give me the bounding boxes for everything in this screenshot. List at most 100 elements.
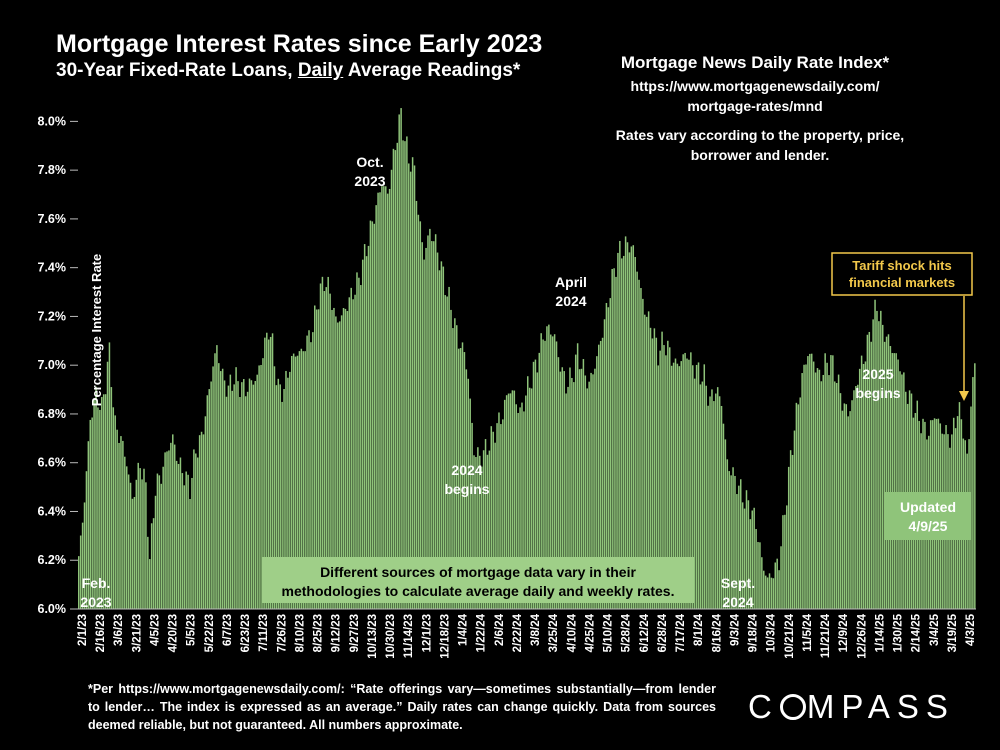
bar bbox=[133, 496, 136, 609]
bar bbox=[112, 407, 115, 609]
bar bbox=[550, 334, 552, 609]
bar bbox=[87, 441, 90, 609]
bar bbox=[872, 319, 874, 609]
bar bbox=[801, 373, 803, 609]
bar bbox=[596, 356, 598, 609]
bar bbox=[624, 236, 627, 609]
bar bbox=[206, 395, 209, 609]
bar bbox=[166, 451, 168, 609]
x-tick-label: 2/16/23 bbox=[95, 614, 107, 652]
x-tick-label: 1/14/25 bbox=[874, 613, 886, 652]
annotation-oct2023-line2: 2023 bbox=[354, 173, 385, 189]
bar bbox=[903, 372, 905, 609]
y-tick-label: 7.6% bbox=[38, 212, 67, 226]
bar bbox=[279, 384, 281, 609]
bar bbox=[152, 518, 155, 609]
bar bbox=[181, 473, 184, 609]
bar bbox=[218, 363, 220, 609]
bar bbox=[344, 308, 347, 609]
logo-letters-rest: MPASS bbox=[806, 688, 955, 725]
bar bbox=[728, 471, 730, 609]
bar bbox=[851, 400, 853, 609]
bar bbox=[730, 475, 732, 609]
bar bbox=[417, 214, 420, 609]
bar bbox=[363, 244, 366, 609]
bar bbox=[454, 318, 456, 609]
x-tick-label: 3/8/24 bbox=[530, 613, 542, 646]
annotation-updated-line1: Updated bbox=[900, 499, 956, 515]
y-tick-label: 7.2% bbox=[38, 309, 67, 323]
bar bbox=[532, 361, 535, 609]
y-tick-label: 7.0% bbox=[38, 358, 67, 372]
bar bbox=[162, 466, 164, 609]
bar bbox=[799, 397, 801, 609]
bar bbox=[390, 169, 393, 609]
bar bbox=[97, 407, 99, 609]
bar bbox=[229, 374, 232, 609]
bar bbox=[223, 380, 226, 609]
bar bbox=[797, 404, 800, 609]
x-tick-label: 7/11/23 bbox=[258, 614, 270, 652]
bar bbox=[878, 321, 880, 609]
x-tick-label: 6/23/23 bbox=[240, 614, 252, 652]
updated-box bbox=[885, 492, 971, 540]
bar bbox=[676, 363, 679, 609]
bar bbox=[154, 495, 157, 609]
bar bbox=[711, 389, 713, 609]
bar bbox=[503, 399, 506, 609]
bar bbox=[724, 439, 727, 609]
bar bbox=[732, 467, 734, 609]
x-tick-label: 3/25/24 bbox=[548, 613, 560, 652]
bar bbox=[567, 386, 569, 609]
annotation-oct2023: Oct. 2023 bbox=[354, 154, 385, 189]
bar bbox=[469, 398, 471, 609]
tariff-callout: Tariff shock hits financial markets bbox=[831, 252, 973, 401]
x-tick-label: 12/18/23 bbox=[439, 614, 451, 659]
bar bbox=[256, 374, 258, 609]
bar bbox=[500, 424, 502, 609]
x-tick-label: 9/27/23 bbox=[349, 614, 361, 652]
bar bbox=[179, 457, 182, 609]
bar bbox=[461, 342, 464, 609]
bar bbox=[373, 223, 375, 610]
bar bbox=[628, 252, 631, 609]
bar bbox=[450, 309, 452, 609]
bar bbox=[457, 348, 460, 609]
y-tick-label: 6.0% bbox=[38, 602, 67, 616]
bar bbox=[175, 460, 178, 609]
bar bbox=[885, 336, 888, 609]
bar bbox=[866, 334, 869, 609]
bar bbox=[630, 246, 633, 610]
bar bbox=[559, 371, 562, 609]
bar bbox=[659, 350, 661, 609]
bar bbox=[298, 351, 301, 609]
annotation-sep2024-line1: Sept. bbox=[721, 575, 755, 591]
bar bbox=[486, 454, 489, 609]
bar bbox=[601, 337, 604, 609]
bar bbox=[688, 359, 690, 609]
bar bbox=[807, 356, 809, 609]
bar bbox=[697, 362, 700, 609]
bar bbox=[473, 455, 475, 609]
bar bbox=[467, 378, 470, 609]
bar bbox=[456, 325, 458, 609]
bar bbox=[158, 475, 161, 609]
bar bbox=[394, 150, 397, 609]
bar bbox=[845, 404, 848, 609]
bar bbox=[805, 364, 807, 609]
bar bbox=[381, 186, 383, 609]
bar bbox=[202, 434, 205, 609]
x-tick-label: 10/21/24 bbox=[784, 613, 796, 658]
bar bbox=[114, 415, 116, 609]
x-tick-label: 12/1/23 bbox=[421, 614, 433, 652]
bar bbox=[837, 374, 840, 609]
bar bbox=[753, 507, 755, 609]
bar bbox=[227, 385, 230, 609]
bar bbox=[745, 490, 748, 609]
bar bbox=[89, 419, 92, 609]
bar bbox=[843, 403, 846, 609]
bar bbox=[367, 245, 370, 610]
bar bbox=[143, 468, 145, 609]
bar bbox=[555, 341, 558, 609]
bar bbox=[315, 309, 318, 609]
